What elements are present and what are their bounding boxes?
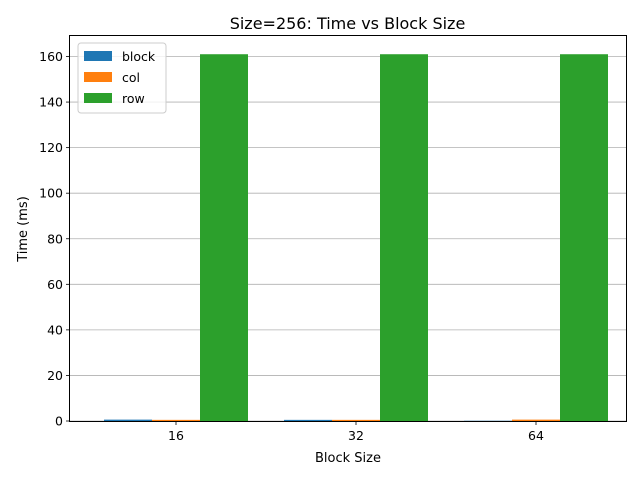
bar-row-64 bbox=[560, 54, 608, 421]
legend-swatch-row bbox=[84, 93, 112, 103]
bar-block-16 bbox=[104, 419, 152, 421]
bar-col-16 bbox=[152, 419, 200, 421]
bar-row-32 bbox=[380, 54, 428, 421]
y-tick-label: 100 bbox=[39, 186, 63, 201]
legend-label-row: row bbox=[122, 91, 145, 106]
x-axis-label: Block Size bbox=[315, 451, 381, 466]
y-tick-label: 20 bbox=[47, 368, 63, 383]
x-tick-label: 32 bbox=[348, 428, 364, 443]
legend: block col row bbox=[77, 42, 167, 114]
chart-title: Size=256: Time vs Block Size bbox=[230, 14, 466, 33]
y-tick-label: 60 bbox=[47, 277, 63, 292]
axis-ticks: 0 20 40 60 80 100 120 140 160 16 32 64 bbox=[39, 49, 544, 443]
bar-col-32 bbox=[332, 419, 380, 421]
x-tick-label: 16 bbox=[168, 428, 184, 443]
legend-label-col: col bbox=[122, 70, 140, 85]
legend-swatch-block bbox=[84, 51, 112, 61]
bars bbox=[104, 54, 608, 421]
y-tick-label: 140 bbox=[39, 95, 63, 110]
x-tick-label: 64 bbox=[528, 428, 544, 443]
bar-block-32 bbox=[284, 419, 332, 421]
y-tick-label: 40 bbox=[47, 322, 63, 337]
plot-frame bbox=[69, 35, 627, 422]
bar-col-64 bbox=[512, 419, 560, 421]
legend-swatch-col bbox=[84, 72, 112, 82]
y-tick-label: 0 bbox=[55, 414, 63, 429]
bar-row-16 bbox=[200, 54, 248, 421]
y-tick-label: 160 bbox=[39, 49, 63, 64]
y-tick-label: 80 bbox=[47, 231, 63, 246]
y-axis-label: Time (ms) bbox=[16, 196, 31, 263]
legend-label-block: block bbox=[122, 49, 156, 64]
y-tick-label: 120 bbox=[39, 140, 63, 155]
